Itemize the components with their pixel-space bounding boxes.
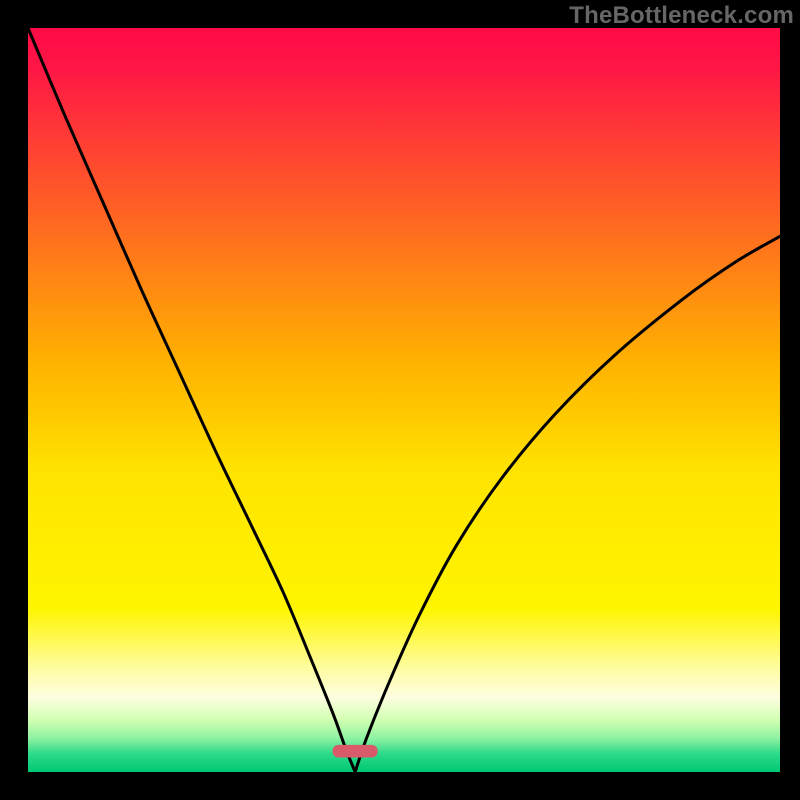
bottleneck-chart-svg [0, 0, 800, 800]
plot-gradient-background [28, 28, 780, 772]
chart-canvas: TheBottleneck.com [0, 0, 800, 800]
optimal-marker-bar [333, 745, 378, 758]
